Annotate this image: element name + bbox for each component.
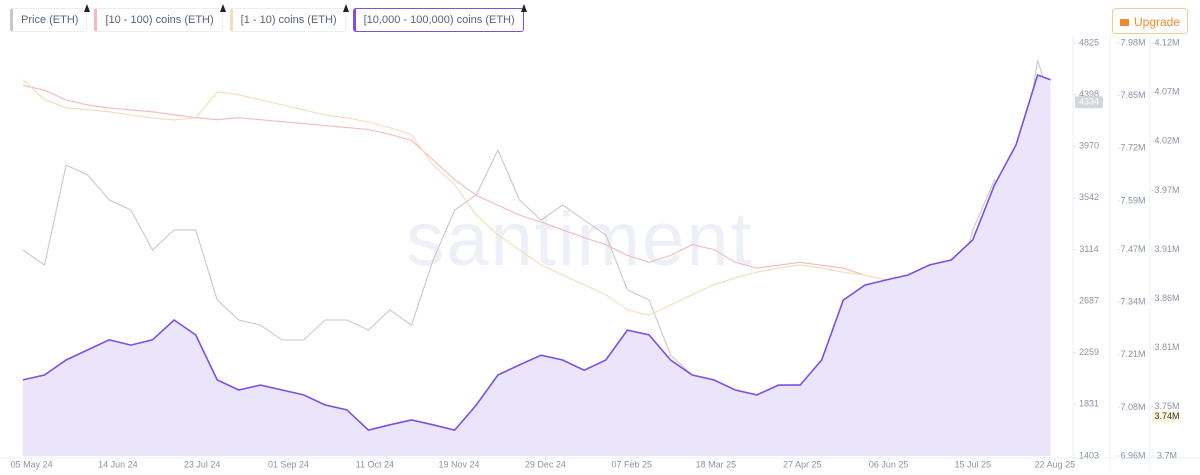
y-tick-label: 3970 bbox=[1079, 141, 1099, 151]
legend-item[interactable]: [10,000 - 100,000) coins (ETH) bbox=[352, 4, 527, 32]
y-tick-label: 2259 bbox=[1079, 347, 1099, 357]
x-tick-label: 23 Jul 24 bbox=[184, 459, 221, 469]
watermark: santiment bbox=[406, 197, 754, 282]
upgrade-button[interactable]: Upgrade bbox=[1112, 8, 1188, 34]
x-tick-label: 14 Jun 24 bbox=[98, 459, 138, 469]
x-tick-label: 11 Oct 24 bbox=[356, 459, 394, 469]
x-tick-label: 29 Dec 24 bbox=[525, 459, 566, 469]
value-badge bbox=[1075, 96, 1103, 109]
y-tick-label: 7.72M bbox=[1120, 143, 1145, 153]
value-badge bbox=[1153, 410, 1181, 423]
x-tick-label: 18 Mar 25 bbox=[696, 459, 737, 469]
x-tick-label: 07 Feb 25 bbox=[611, 459, 652, 469]
y-tick-label: 7.59M bbox=[1120, 195, 1145, 205]
y-tick-label: 2687 bbox=[1079, 295, 1099, 305]
legend-item[interactable]: Price (ETH) bbox=[10, 4, 91, 32]
x-tick-label: 27 Apr 25 bbox=[783, 459, 822, 469]
value-badge-label: 3.74M bbox=[1154, 411, 1179, 421]
y-tick-label: 3.91M bbox=[1154, 244, 1179, 254]
legend-label: [1 - 10) coins (ETH) bbox=[240, 14, 337, 26]
y-tick-label: 3.7M bbox=[1157, 450, 1177, 460]
y-tick-label: 3.97M bbox=[1154, 185, 1179, 195]
y-tick-label: 7.34M bbox=[1120, 297, 1145, 307]
value-badge-label: 4334 bbox=[1079, 97, 1099, 107]
y-tick-label: 3542 bbox=[1079, 192, 1099, 202]
y-tick-label: 7.21M bbox=[1120, 349, 1145, 359]
y-tick-label: 7.85M bbox=[1120, 90, 1145, 100]
y-tick-label: 7.98M bbox=[1120, 37, 1145, 47]
x-tick-label: 22 Aug 25 bbox=[1035, 459, 1076, 469]
y-tick-label: 1403 bbox=[1079, 450, 1099, 460]
legend-label: Price (ETH) bbox=[21, 14, 79, 26]
legend-label: [10,000 - 100,000) coins (ETH) bbox=[363, 14, 515, 26]
legend-item[interactable]: [1 - 10) coins (ETH) bbox=[229, 4, 349, 32]
y-tick-label: 6.96M bbox=[1120, 450, 1145, 460]
y-tick-label: 4.02M bbox=[1154, 136, 1179, 146]
eth-icon bbox=[520, 4, 527, 12]
legend-label: [10 - 100) coins (ETH) bbox=[105, 14, 214, 26]
x-tick-label: 15 Jul 25 bbox=[955, 459, 992, 469]
y-tick-label: 1831 bbox=[1079, 399, 1099, 409]
eth-icon bbox=[84, 4, 91, 12]
y-tick-label: 4.07M bbox=[1154, 87, 1179, 97]
eth-icon bbox=[342, 4, 349, 12]
legend-item[interactable]: [10 - 100) coins (ETH) bbox=[94, 4, 226, 32]
legend: Price (ETH) [10 - 100) coins (ETH) [1 - 10… bbox=[10, 4, 527, 32]
eth-icon bbox=[219, 4, 226, 12]
y-tick-label: 3114 bbox=[1079, 244, 1098, 254]
x-tick-label: 01 Sep 24 bbox=[268, 459, 309, 469]
y-tick-label: 3.75M bbox=[1154, 401, 1179, 411]
x-tick-label: 06 Jun 25 bbox=[869, 459, 909, 469]
y-tick-label: 4.12M bbox=[1154, 37, 1179, 47]
y-tick-label: 3.81M bbox=[1154, 342, 1179, 352]
area bbox=[23, 75, 1051, 456]
x-tick-label: 05 May 24 bbox=[11, 459, 53, 469]
y-tick-label: 4825 bbox=[1079, 37, 1099, 47]
line bbox=[22, 73, 1051, 431]
y-tick-label: 7.47M bbox=[1120, 244, 1145, 254]
y-tick-label: 4398 bbox=[1079, 89, 1099, 99]
y-tick-label: 7.08M bbox=[1120, 402, 1145, 412]
x-tick-label: 19 Nov 24 bbox=[439, 459, 480, 469]
y-tick-label: 3.86M bbox=[1154, 293, 1179, 303]
